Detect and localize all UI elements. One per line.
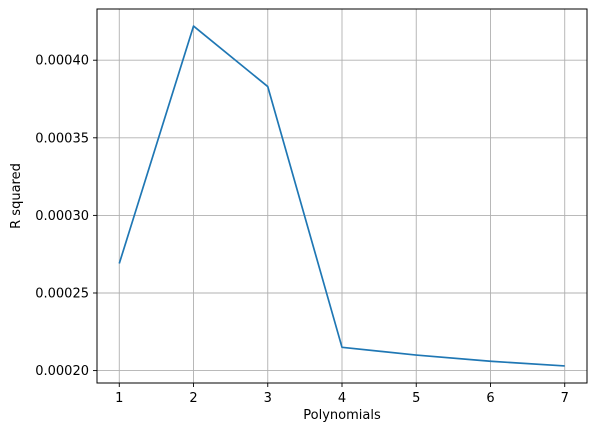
x-tick-label: 1	[115, 391, 123, 406]
y-tick-label: 0.00030	[35, 209, 89, 224]
x-axis-label: Polynomials	[303, 408, 381, 423]
y-axis: 0.00020 0.00025 0.00030 0.00035 0.00040	[35, 54, 97, 379]
series-layer	[118, 25, 565, 367]
x-tick-label: 6	[486, 391, 494, 406]
x-axis: 1 2 3 4 5 6 7	[115, 383, 569, 406]
x-tick-label: 2	[189, 391, 197, 406]
y-tick-label: 0.00025	[35, 286, 89, 301]
x-tick-label: 7	[561, 391, 569, 406]
x-tick-label: 5	[412, 391, 420, 406]
x-tick-label: 3	[264, 391, 272, 406]
x-tick-label: 4	[338, 391, 346, 406]
y-tick-label: 0.00020	[35, 364, 89, 379]
y-axis-label: R squared	[9, 163, 24, 229]
y-tick-label: 0.00040	[35, 54, 89, 69]
y-tick-label: 0.00035	[35, 131, 89, 146]
series-line	[118, 25, 565, 367]
grid	[97, 9, 587, 383]
